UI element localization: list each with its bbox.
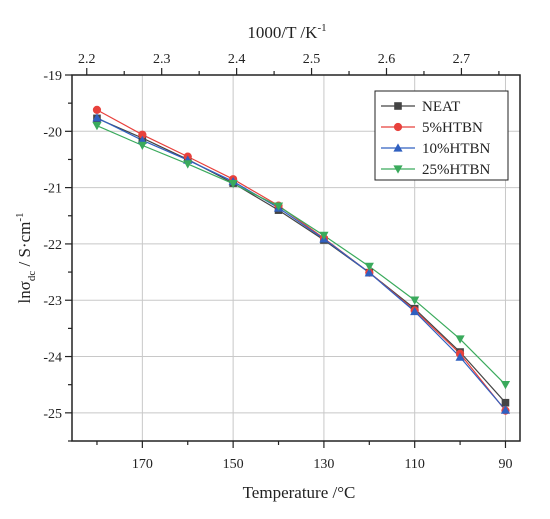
data-point-25-htbn [319, 231, 329, 241]
series-markers [92, 105, 511, 415]
legend: NEAT 5%HTBN 10%HTBN 25%HTBN [374, 90, 509, 181]
legend-label-5-htbn: 5%HTBN [422, 120, 483, 136]
legend-marker-10-htbn [393, 143, 403, 152]
data-point-neat [501, 398, 510, 407]
x-tick-label-bottom: 110 [404, 457, 424, 472]
x-axis-title-top-main: 1000/T /K [247, 23, 318, 42]
plot-frame [71, 74, 521, 442]
legend-label-neat: NEAT [422, 99, 460, 115]
y-tick-label: -24 [43, 351, 62, 366]
legend-marker-5-htbn [393, 122, 403, 132]
x-tick-label-top: 2.3 [153, 52, 171, 67]
data-point-25-htbn [228, 179, 238, 189]
data-point-25-htbn [410, 296, 420, 305]
y-tick-label: -19 [43, 69, 62, 84]
x-tick-label-bottom: 90 [498, 457, 512, 472]
data-point-25-htbn [364, 262, 374, 272]
x-tick-label-bottom: 150 [223, 457, 244, 472]
x-axis-title-top: 1000/T /K-1 [247, 22, 326, 42]
y-tick-label: -23 [43, 294, 62, 309]
data-point-25-htbn [92, 121, 102, 131]
legend-label-10-htbn: 10%HTBN [422, 141, 490, 157]
data-point-25-htbn [273, 202, 284, 211]
y-axis-title: lnσdc / S·cm-1 [14, 212, 38, 303]
series-line-5-htbn [96, 109, 506, 411]
series-line-25-htbn [96, 125, 506, 386]
data-point-25-htbn [137, 141, 147, 150]
x-tick-label-top: 2.7 [453, 52, 471, 67]
y-axis-title-sup: -1 [14, 212, 26, 221]
series-line-10-htbn [96, 117, 506, 411]
data-point-10-htbn [500, 405, 511, 414]
data-point-5-htbn [138, 130, 147, 139]
data-point-25-htbn [500, 381, 511, 390]
x-axis-title-top-sup: -1 [317, 22, 326, 34]
y-axis-title-sub: dc [26, 271, 38, 282]
y-tick-label: -25 [43, 407, 62, 422]
y-axis-title-main: lnσ [15, 281, 34, 303]
x-tick-label-bottom: 130 [313, 457, 334, 472]
data-point-25-htbn [455, 335, 465, 344]
data-point-5-htbn [92, 105, 102, 115]
data-point-10-htbn [455, 352, 465, 361]
x-axis-title-bottom: Temperature /°C [243, 483, 356, 502]
x-tick-label-bottom: 170 [132, 457, 153, 472]
series-lines [96, 109, 506, 411]
x-tick-label-top: 2.4 [228, 52, 246, 67]
series-line-neat [96, 117, 506, 404]
legend-marker-25-htbn [393, 165, 403, 174]
legend-label-25-htbn: 25%HTBN [422, 162, 490, 178]
y-tick-label: -20 [43, 125, 62, 140]
y-tick-label: -21 [43, 182, 62, 197]
data-point-25-htbn [183, 160, 193, 169]
x-tick-label-top: 2.5 [303, 52, 321, 67]
tick-labels: 170 150 130 110 90 2.2 2.3 2.4 2.5 2.6 2.7 -25 -24 -2… [43, 52, 512, 472]
x-tick-label-top: 2.6 [378, 52, 396, 67]
axis-ticks [65, 68, 507, 448]
x-tick-label-top: 2.2 [78, 52, 96, 67]
y-tick-label: -22 [43, 238, 62, 253]
legend-marker-neat [394, 102, 402, 110]
data-point-10-htbn [92, 113, 102, 122]
data-point-10-htbn [364, 268, 374, 277]
data-point-10-htbn [410, 306, 420, 316]
y-axis-title-unit: / S·cm [15, 222, 34, 271]
